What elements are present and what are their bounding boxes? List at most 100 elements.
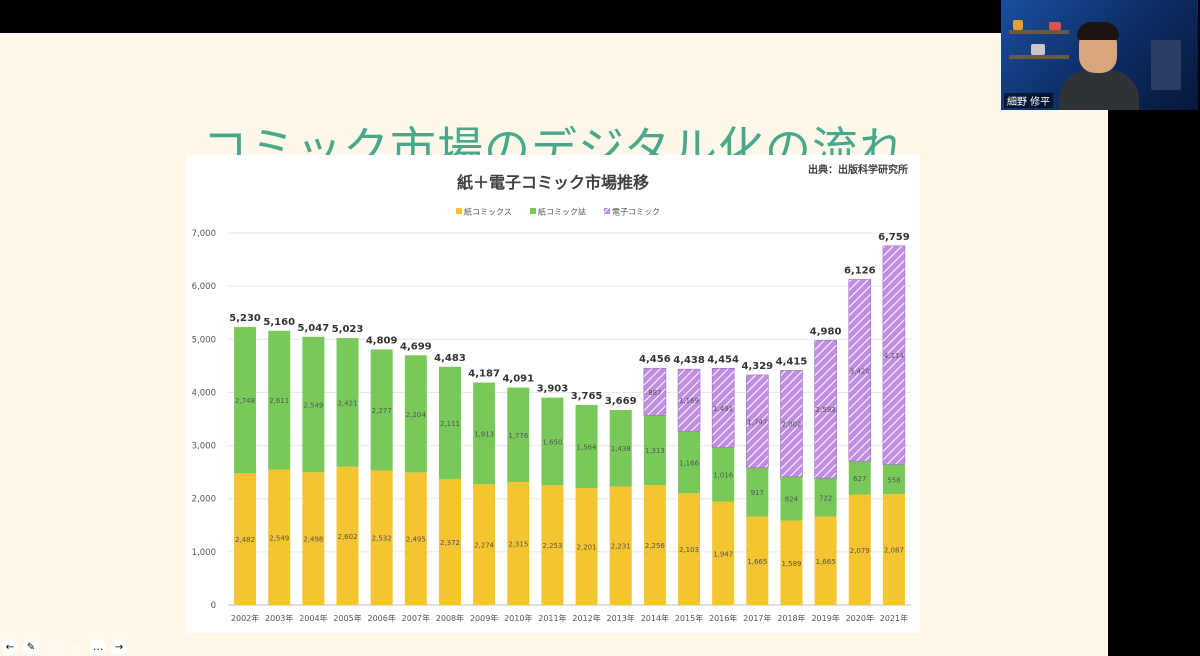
total-value-label: 3,765: [571, 391, 603, 402]
segment-value-label: 2,256: [645, 542, 666, 550]
total-value-label: 4,456: [639, 354, 671, 365]
pencil-icon[interactable]: ✎: [23, 639, 39, 655]
segment-value-label: 2,111: [440, 420, 460, 428]
total-value-label: 4,809: [366, 335, 398, 346]
bar-segment: [712, 447, 735, 502]
segment-value-label: 2,611: [269, 397, 289, 405]
segment-value-label: 2,498: [303, 536, 323, 544]
segment-value-label: 2,482: [235, 536, 255, 544]
segment-value-label: 2,277: [372, 407, 392, 415]
total-value-label: 4,454: [707, 354, 739, 365]
x-tick-label: 2012年: [572, 613, 600, 623]
x-tick-label: 2019年: [811, 613, 839, 623]
segment-value-label: 2,372: [440, 539, 460, 547]
person-hair: [1077, 22, 1119, 40]
bar-segment: [609, 486, 632, 605]
legend-swatch: [530, 208, 536, 214]
bar-segment: [882, 464, 905, 495]
segment-value-label: 917: [751, 489, 764, 497]
participant-video[interactable]: 細野 修平: [1001, 0, 1198, 110]
legend-label: 紙コミック誌: [538, 207, 586, 217]
bar-segment: [882, 494, 905, 605]
segment-value-label: 2,231: [611, 543, 631, 551]
total-value-label: 4,329: [742, 361, 774, 372]
segment-value-label: 3,420: [850, 367, 870, 375]
bar-segment: [473, 382, 496, 485]
total-value-label: 4,483: [434, 353, 466, 364]
tool-shape: [1049, 22, 1061, 30]
segment-value-label: 2,253: [542, 542, 562, 550]
y-tick-label: 7,000: [192, 229, 216, 239]
bar-segment: [780, 476, 803, 521]
bar-segment: [678, 431, 701, 494]
arrow-left-icon[interactable]: ←: [2, 639, 18, 655]
segment-value-label: 722: [819, 494, 832, 502]
x-tick-label: 2009年: [470, 613, 498, 623]
bar-segment: [848, 279, 872, 462]
bar-segment: [746, 467, 769, 517]
x-tick-label: 2021年: [880, 613, 908, 623]
segment-value-label: 2,315: [508, 540, 528, 548]
segment-value-label: 4,114: [884, 352, 905, 360]
x-tick-label: 2017年: [743, 613, 771, 623]
total-value-label: 4,980: [810, 326, 842, 337]
bar-segment: [404, 472, 427, 605]
total-value-label: 6,126: [844, 265, 876, 276]
total-value-label: 3,669: [605, 396, 637, 407]
bar-segment: [643, 485, 666, 605]
shelf-shape: [1009, 55, 1069, 59]
y-tick-label: 2,000: [192, 495, 216, 505]
bar-segment: [677, 368, 701, 432]
total-value-label: 4,091: [502, 374, 534, 385]
chart-card: 紙＋電子コミック市場推移 出典：出版科学研究所 紙コミックス 紙コミック誌 電子コミック…: [186, 155, 920, 633]
captions-icon[interactable]: CC: [46, 642, 60, 652]
segment-value-label: 2,201: [577, 544, 597, 552]
tool-shape: [1013, 20, 1023, 30]
bar-segment: [507, 481, 530, 605]
segment-value-label: 2,748: [235, 397, 255, 405]
y-tick-label: 4,000: [192, 388, 216, 398]
segment-value-label: 2,079: [850, 547, 870, 555]
y-tick-label: 3,000: [192, 442, 216, 452]
segment-value-label: 627: [853, 475, 866, 483]
bar-segment: [268, 469, 291, 605]
bar-segment: [234, 473, 257, 605]
chart-title: 紙＋電子コミック市場推移: [457, 173, 649, 192]
segment-value-label: 2,602: [338, 533, 358, 541]
total-value-label: 5,160: [263, 317, 295, 328]
segment-value-label: 2,103: [679, 546, 699, 554]
total-value-label: 3,903: [537, 384, 569, 395]
bar-segment: [438, 478, 461, 605]
tool-shape: [1031, 44, 1045, 55]
total-value-label: 5,047: [298, 323, 330, 334]
segment-value-label: 1,665: [816, 558, 836, 566]
arrow-right-icon[interactable]: →: [111, 639, 127, 655]
segment-value-label: 1,016: [713, 472, 734, 480]
bar-segment: [746, 374, 769, 469]
segment-value-label: 1,747: [747, 418, 767, 426]
segment-value-label: 1,913: [474, 430, 494, 438]
legend-label: 紙コミックス: [464, 207, 512, 217]
segment-value-label: 1,665: [747, 558, 767, 566]
segment-value-label: 1,491: [713, 405, 733, 413]
bar-segment: [541, 485, 564, 605]
more-icon[interactable]: …: [90, 639, 106, 655]
bar-segment: [507, 387, 530, 482]
bar-segment: [336, 338, 359, 467]
bar-segment: [575, 404, 598, 489]
bar-segment: [609, 410, 632, 487]
y-tick-label: 6,000: [192, 282, 216, 292]
segment-value-label: 2,087: [884, 547, 904, 555]
segment-value-label: 1,589: [781, 560, 801, 568]
segment-value-label: 2,549: [303, 402, 323, 410]
segment-value-label: 2,593: [816, 406, 836, 414]
bar-segment: [712, 501, 735, 605]
total-value-label: 6,759: [878, 232, 910, 243]
video-off-icon[interactable]: ⊘: [72, 642, 80, 652]
bar-segment: [575, 488, 598, 605]
total-value-label: 4,699: [400, 341, 432, 352]
total-value-label: 4,187: [468, 368, 500, 379]
bar-segment: [814, 516, 837, 605]
x-tick-label: 2020年: [846, 613, 874, 623]
